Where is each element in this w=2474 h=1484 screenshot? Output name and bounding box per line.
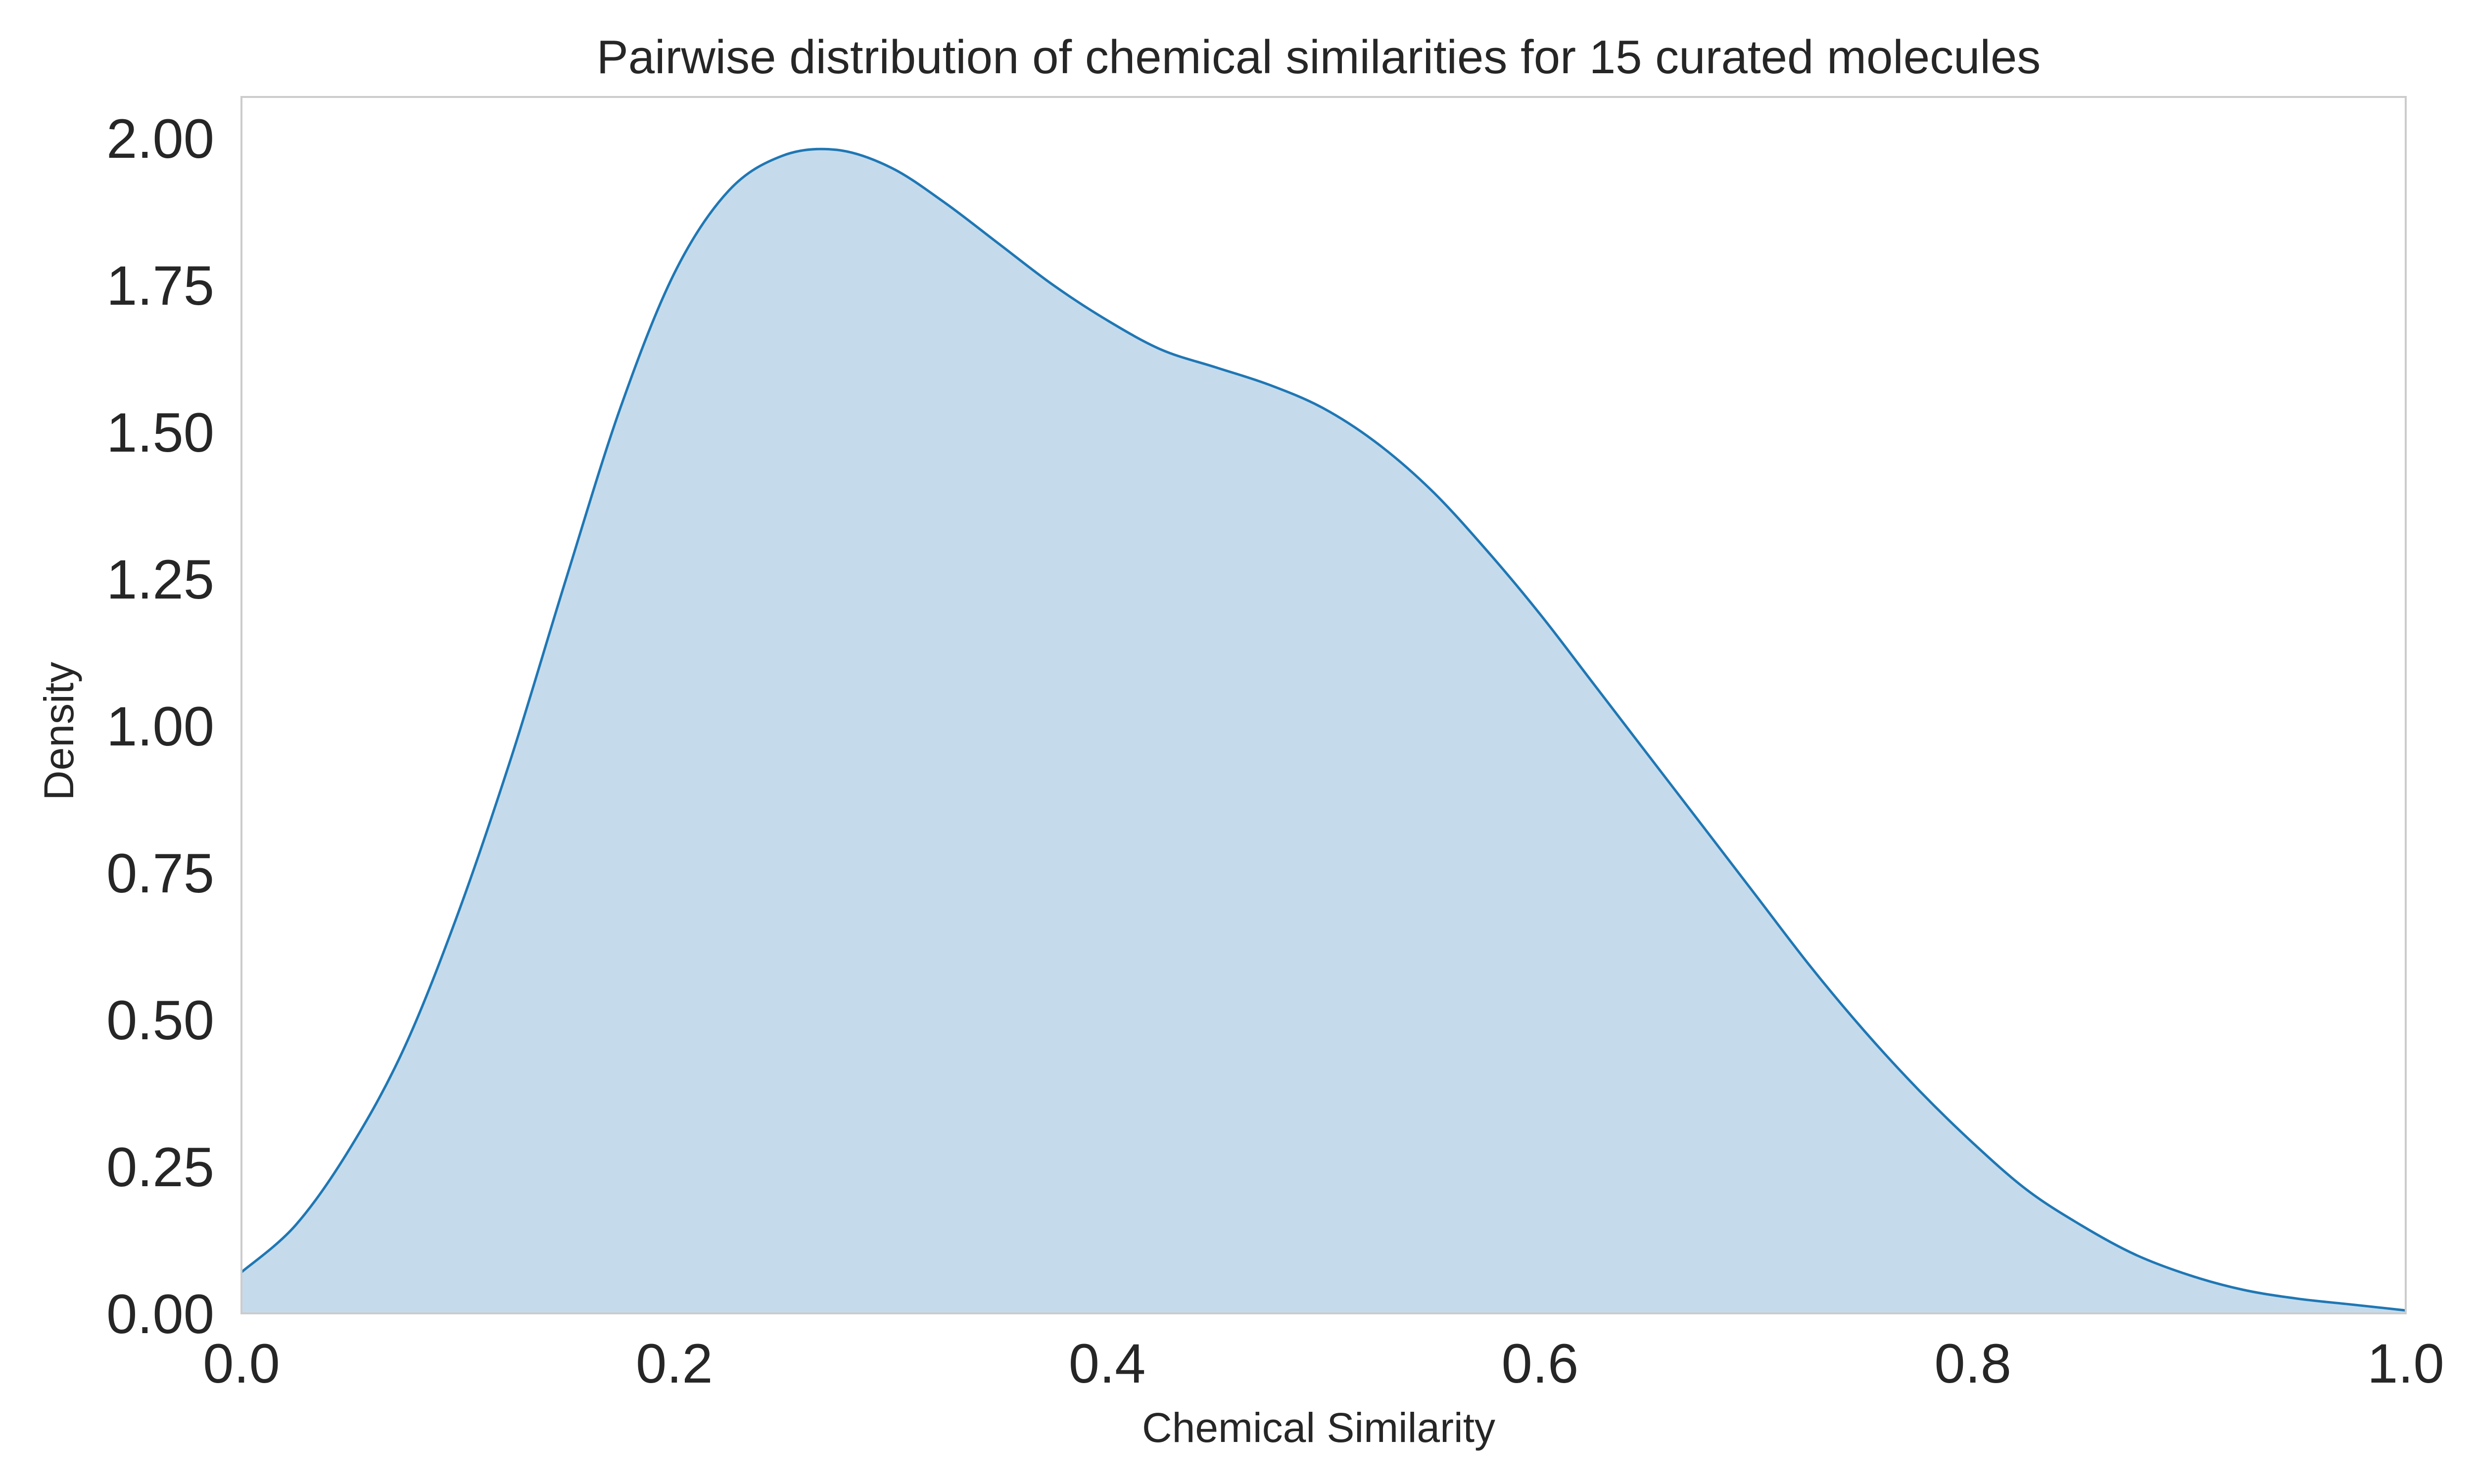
y-axis-title: Density [36, 662, 82, 800]
plot-frame [240, 96, 2407, 1314]
x-tick-label: 0.0 [203, 1333, 280, 1394]
density-curve-line [240, 147, 2406, 1312]
y-tick-label: 0.50 [106, 989, 214, 1051]
y-tick-label: 1.25 [106, 549, 214, 610]
y-tick-label: 0.75 [106, 842, 214, 904]
x-tick-label: 0.6 [1502, 1333, 1579, 1394]
x-axis-title: Chemical Similarity [1142, 1404, 1495, 1451]
y-tick-label: 0.00 [106, 1283, 214, 1345]
y-tick-label: 1.50 [106, 402, 214, 464]
y-axis: 0.00 0.25 0.50 0.75 1.00 1.25 1.50 1.75 2.00 [106, 108, 214, 1345]
x-axis: 0.0 0.2 0.4 0.6 0.8 1.0 [203, 1333, 2444, 1394]
y-tick-label: 1.75 [106, 255, 214, 317]
x-tick-label: 0.2 [636, 1333, 713, 1394]
y-tick-label: 2.00 [106, 108, 214, 170]
y-tick-label: 1.00 [106, 696, 214, 757]
chart-title: Pairwise distribution of chemical simila… [597, 31, 2041, 84]
x-tick-label: 1.0 [2367, 1333, 2444, 1394]
density-area-fill [241, 149, 2406, 1313]
x-tick-label: 0.8 [1934, 1333, 2011, 1394]
y-tick-label: 0.25 [106, 1136, 214, 1198]
x-tick-label: 0.4 [1069, 1333, 1146, 1394]
plot-area [240, 96, 2407, 1314]
